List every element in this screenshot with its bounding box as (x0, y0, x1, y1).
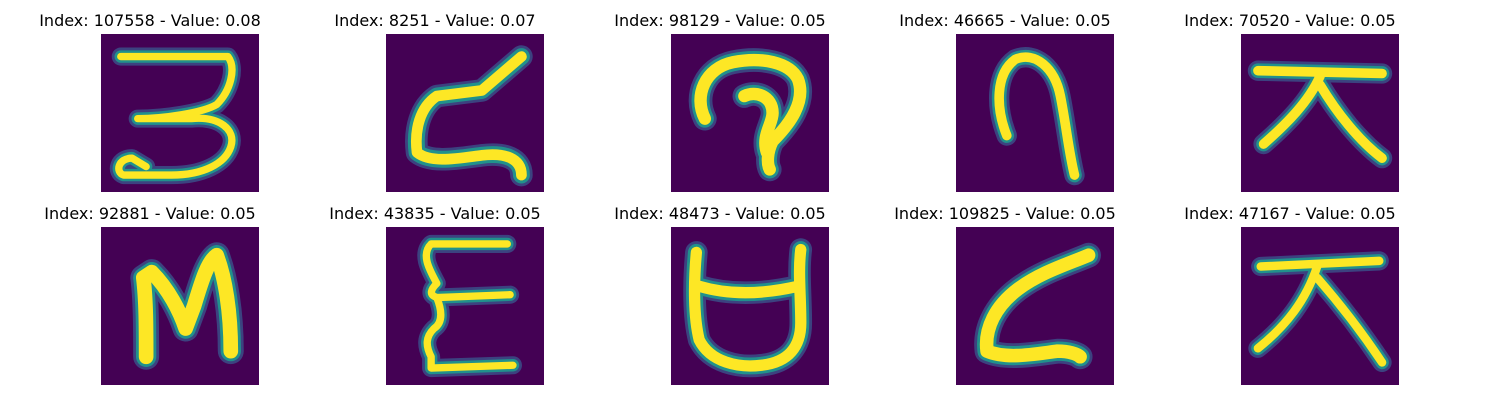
character-image (956, 227, 1114, 385)
character-image (956, 34, 1114, 192)
panel-title: Index: 47167 - Value: 0.05 (1184, 204, 1396, 223)
panel-7: Index: 43835 - Value: 0.05 (285, 193, 585, 385)
character-image (671, 34, 829, 192)
panel-8: Index: 48473 - Value: 0.05 (570, 193, 870, 385)
panel-2: Index: 8251 - Value: 0.07 (285, 0, 585, 192)
panel-title: Index: 70520 - Value: 0.05 (1184, 11, 1396, 30)
character-image (1241, 34, 1399, 192)
panel-title: Index: 92881 - Value: 0.05 (44, 204, 256, 223)
panel-10: Index: 47167 - Value: 0.05 (1140, 193, 1440, 385)
panel-3: Index: 98129 - Value: 0.05 (570, 0, 870, 192)
character-image (386, 34, 544, 192)
character-image (101, 227, 259, 385)
panel-4: Index: 46665 - Value: 0.05 (855, 0, 1155, 192)
panel-title: Index: 43835 - Value: 0.05 (329, 204, 541, 223)
panel-6: Index: 92881 - Value: 0.05 (0, 193, 300, 385)
panel-9: Index: 109825 - Value: 0.05 (855, 193, 1155, 385)
panel-5: Index: 70520 - Value: 0.05 (1140, 0, 1440, 192)
panel-1: Index: 107558 - Value: 0.08 (0, 0, 300, 192)
panel-title: Index: 46665 - Value: 0.05 (899, 11, 1111, 30)
panel-title: Index: 107558 - Value: 0.08 (39, 11, 261, 30)
panel-title: Index: 48473 - Value: 0.05 (614, 204, 826, 223)
character-image (386, 227, 544, 385)
character-image (101, 34, 259, 192)
character-image (671, 227, 829, 385)
panel-title: Index: 8251 - Value: 0.07 (334, 11, 536, 30)
panel-title: Index: 98129 - Value: 0.05 (614, 11, 826, 30)
character-image (1241, 227, 1399, 385)
panel-title: Index: 109825 - Value: 0.05 (894, 204, 1116, 223)
